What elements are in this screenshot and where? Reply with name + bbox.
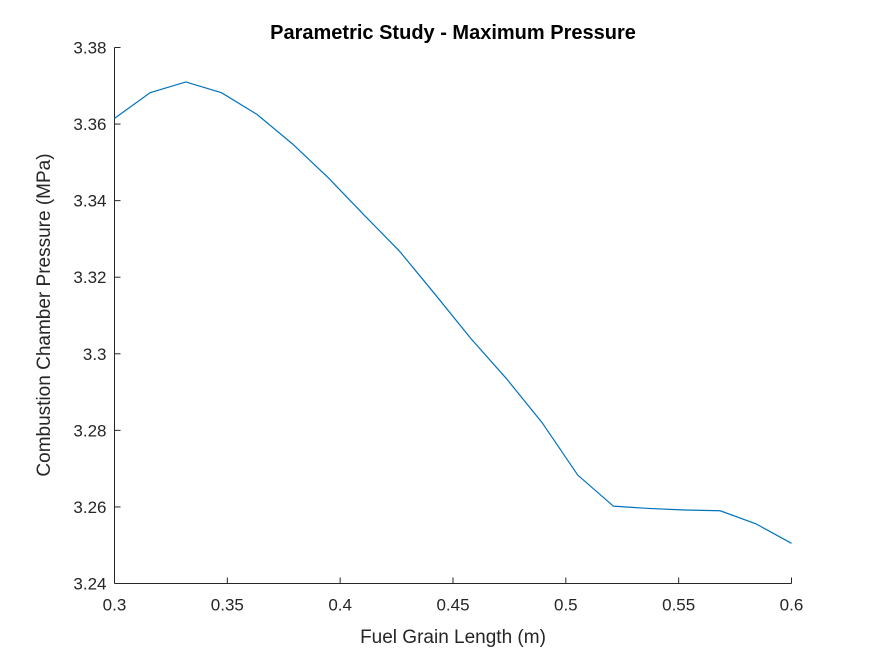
y-tick-label: 3.38 <box>73 39 106 58</box>
y-tick-label: 3.24 <box>73 575 106 594</box>
axes <box>114 47 792 584</box>
y-tick-label: 3.26 <box>73 498 106 517</box>
x-ticks: 0.3 0.35 0.4 0.45 0.5 0.55 0.6 <box>103 577 804 615</box>
y-tick-label: 3.34 <box>73 192 106 211</box>
x-tick-label: 0.4 <box>328 596 352 615</box>
x-tick-label: 0.6 <box>780 596 804 615</box>
y-tick-label: 3.32 <box>73 268 106 287</box>
x-tick-label: 0.55 <box>662 596 695 615</box>
y-tick-label: 3.3 <box>83 345 107 364</box>
series-line <box>114 81 792 544</box>
y-tick-label: 3.36 <box>73 115 106 134</box>
chart-title: Parametric Study - Maximum Pressure <box>270 22 636 44</box>
y-ticks: 3.24 3.26 3.28 3.3 3.32 3.34 3.36 3.38 <box>73 39 121 594</box>
x-tick-label: 0.5 <box>554 596 578 615</box>
x-tick-label: 0.45 <box>436 596 469 615</box>
x-tick-label: 0.35 <box>211 596 244 615</box>
x-tick-label: 0.3 <box>103 596 127 615</box>
y-axis-label: Combustion Chamber Pressure (MPa) <box>34 153 55 476</box>
plot-area <box>114 81 792 544</box>
x-axis-label: Fuel Grain Length (m) <box>360 627 546 648</box>
y-tick-label: 3.28 <box>73 421 106 440</box>
